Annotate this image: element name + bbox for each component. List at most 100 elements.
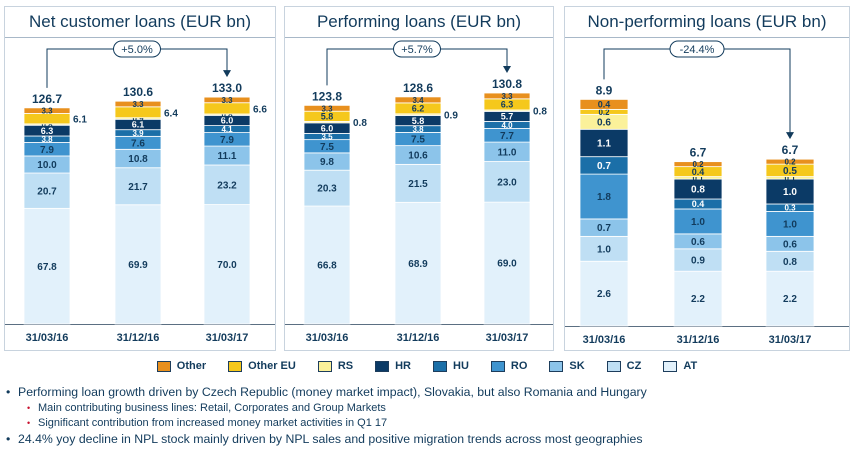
bar-segment-hr <box>765 178 815 205</box>
category-label: 31/03/17 <box>486 332 529 344</box>
legend-swatch <box>317 360 332 372</box>
data-label: 6.3 <box>501 100 514 110</box>
data-label: 1.0 <box>783 187 797 198</box>
chart-title: Net customer loans (EUR bn) <box>5 7 275 38</box>
total-label: 130.6 <box>123 85 153 99</box>
legend-label: HR <box>395 360 411 372</box>
data-label-small: 0.8 <box>221 111 233 120</box>
data-label-side: 0.8 <box>533 107 547 118</box>
bar-segment-cz <box>303 169 351 207</box>
sub-bullet-item: Main contributing business lines: Retail… <box>4 401 850 416</box>
total-label: 8.9 <box>596 83 613 97</box>
total-label: 126.7 <box>32 92 62 106</box>
bar-segment-other <box>114 100 162 108</box>
data-label: 5.8 <box>412 116 425 126</box>
legend-swatch <box>663 360 678 372</box>
data-label-small: 3.3 <box>321 104 333 113</box>
chart-title: Performing loans (EUR bn) <box>285 7 553 38</box>
panel-non-performing-loans: Non-performing loans (EUR bn) 2.6 1.0 0.7 1… <box>564 6 850 351</box>
legend-swatch <box>490 360 505 372</box>
data-label: 21.5 <box>408 179 428 190</box>
data-label: 5.7 <box>501 112 514 122</box>
data-label: 21.7 <box>128 182 148 193</box>
bar-segment-other <box>394 96 442 104</box>
data-label-small: 0.3 <box>784 204 796 213</box>
growth-badge <box>393 40 441 58</box>
total-label: 133.0 <box>212 81 242 95</box>
data-label: 7.9 <box>40 145 54 156</box>
data-label: 6.0 <box>321 123 334 133</box>
data-label-side: 0.8 <box>353 118 367 129</box>
chart-title: Non-performing loans (EUR bn) <box>565 7 849 38</box>
data-label-small: 3.3 <box>132 100 144 109</box>
bullet-item: 24.4% yoy decline in NPL stock mainly dr… <box>4 431 850 448</box>
data-label: 69.0 <box>497 259 517 270</box>
data-label: 6.0 <box>221 116 234 126</box>
bar-segment-at <box>114 204 162 325</box>
legend-label: HU <box>453 360 469 372</box>
data-label: 0.9 <box>691 256 705 267</box>
data-label: 7.6 <box>131 138 145 149</box>
data-label-side: 6.6 <box>253 104 267 115</box>
data-label: 11.1 <box>218 151 237 162</box>
bar-segment-other <box>765 158 815 165</box>
bar-segment-at <box>394 201 442 325</box>
data-label-small: 3.3 <box>501 92 513 101</box>
sub-bullet-item: Significant contribution from increased … <box>4 416 850 431</box>
total-label: 6.7 <box>690 146 707 160</box>
growth-arrow-head <box>223 70 231 78</box>
category-label: 31/12/16 <box>677 334 720 346</box>
bullet-item: Performing loan growth driven by Czech R… <box>4 384 850 401</box>
category-label: 31/03/16 <box>583 334 626 346</box>
data-label: 1.0 <box>783 220 797 231</box>
data-label: 23.2 <box>217 180 237 191</box>
legend-item-cz: CZ <box>606 358 641 374</box>
data-label-small: 3.4 <box>412 96 424 105</box>
data-label: 2.2 <box>783 294 797 305</box>
data-label: 20.3 <box>317 184 337 195</box>
bar-segment-other <box>203 96 251 104</box>
legend-item-at: AT <box>663 358 697 374</box>
growth-label: +5.7% <box>401 44 433 56</box>
legend-item-other: Other <box>156 358 206 374</box>
growth-badge <box>669 40 725 58</box>
legend-swatch <box>375 360 390 372</box>
chart-legend: Other Other EU RS HR HU RO SK CZ AT <box>0 358 854 374</box>
legend-swatch <box>433 360 447 372</box>
data-label: 70.0 <box>217 260 237 271</box>
legend-item-rs: RS <box>317 358 354 374</box>
data-label: 10.8 <box>128 154 148 165</box>
legend-swatch <box>156 360 171 372</box>
bar-segment-other <box>23 107 71 114</box>
data-label-small: 3.9 <box>132 129 144 138</box>
data-label-side: 0.9 <box>444 111 458 122</box>
bar-segment-other <box>673 161 723 168</box>
data-label: 7.9 <box>220 135 234 146</box>
data-label: 2.6 <box>597 289 611 300</box>
data-label: 0.7 <box>597 161 611 172</box>
data-label-small: 3.3 <box>221 96 233 105</box>
data-label: 1.8 <box>597 192 611 203</box>
legend-label: RO <box>510 360 528 372</box>
legend-item-hu: HU <box>433 358 469 374</box>
data-label: 5.8 <box>321 112 334 122</box>
growth-badge <box>113 40 161 58</box>
total-label: 6.7 <box>782 143 799 157</box>
data-label-small: 0.8 <box>41 121 53 130</box>
data-label-side: 6.4 <box>164 108 178 119</box>
bar-segment-cz <box>23 172 71 209</box>
data-label: 0.4 <box>692 167 705 177</box>
data-label-small: 3.3 <box>41 107 53 116</box>
data-label: 7.5 <box>320 142 334 153</box>
category-label: 31/12/16 <box>397 332 440 344</box>
data-label: 23.0 <box>497 177 517 188</box>
bar-segment-at <box>303 205 351 325</box>
category-label: 31/03/16 <box>26 332 69 344</box>
legend-swatch <box>549 360 564 372</box>
bar-segment-at <box>203 204 251 325</box>
legend-label: RS <box>337 360 354 372</box>
bar-segment-cz <box>114 167 162 206</box>
data-label: 66.8 <box>317 261 337 272</box>
data-label: 10.0 <box>37 160 57 171</box>
data-label-small: 3.5 <box>321 133 333 142</box>
